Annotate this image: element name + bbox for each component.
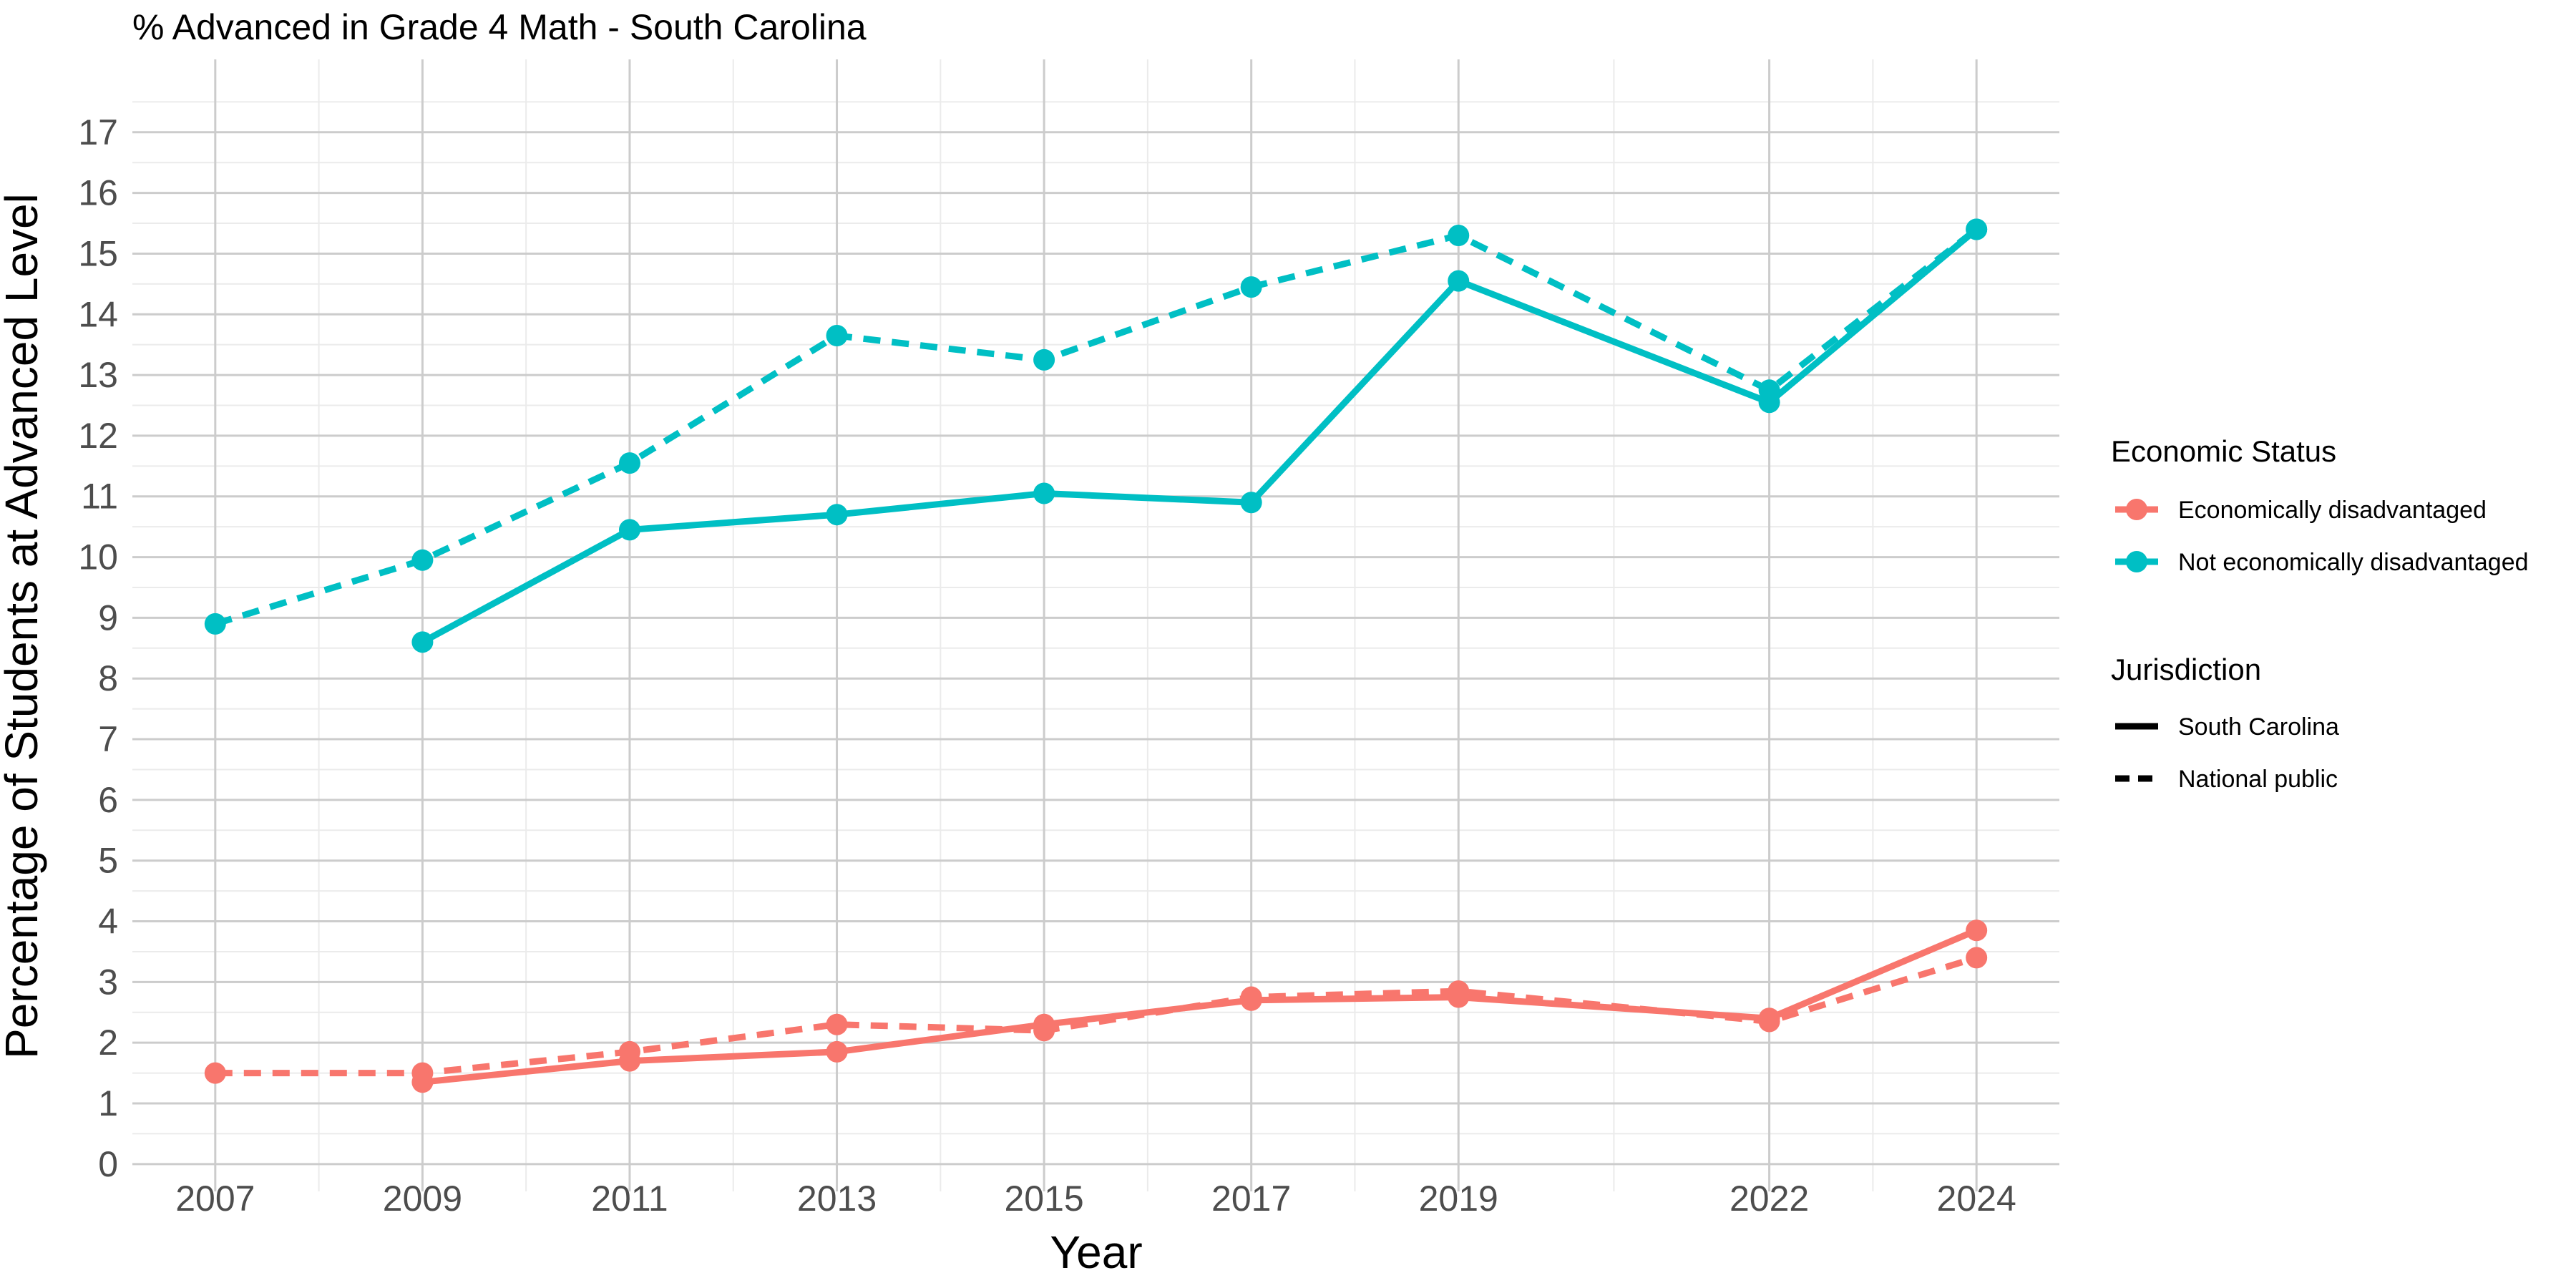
legend-linetype-label: National public xyxy=(2178,766,2338,793)
y-tick-label: 11 xyxy=(81,477,118,517)
x-axis-label: Year xyxy=(1050,1226,1142,1278)
y-tick-label: 12 xyxy=(78,416,118,456)
x-axis-tick-labels: 2007 2009 2011 2013 2015 2017 2019 2022 2024 xyxy=(175,1179,2016,1219)
major-gridlines xyxy=(132,59,2059,1191)
series-0-point xyxy=(1448,224,1470,246)
series-3-point xyxy=(618,1050,640,1072)
series-0-point xyxy=(1033,348,1055,371)
y-tick-label: 14 xyxy=(78,294,118,334)
series-1-point xyxy=(1240,492,1262,514)
legend-linetype-label: South Carolina xyxy=(2178,713,2339,741)
series-line-1 xyxy=(421,227,1979,645)
legend-key-point xyxy=(2126,499,2147,520)
series-layer xyxy=(204,218,1988,1093)
x-tick-label: 2007 xyxy=(175,1179,255,1219)
y-tick-label: 13 xyxy=(78,355,118,395)
x-tick-label: 2024 xyxy=(1937,1179,2016,1219)
x-tick-label: 2017 xyxy=(1211,1179,1291,1219)
series-2-point xyxy=(826,1013,848,1035)
legend-key-point xyxy=(2126,551,2147,572)
legend-item-label: Not economically disadvantaged xyxy=(2178,549,2529,576)
y-tick-label: 8 xyxy=(98,658,118,698)
series-3-point xyxy=(1033,1013,1055,1035)
x-tick-label: 2011 xyxy=(591,1179,668,1219)
legend-item-label: Economically disadvantaged xyxy=(2178,497,2487,524)
y-tick-label: 5 xyxy=(98,841,118,881)
y-tick-label: 0 xyxy=(98,1144,118,1184)
legend: Economic Status Economically disadvantag… xyxy=(2111,434,2529,793)
y-tick-label: 2 xyxy=(98,1023,118,1063)
series-3-point xyxy=(1448,986,1470,1008)
y-tick-label: 17 xyxy=(78,112,118,152)
series-1-point xyxy=(1966,218,1988,240)
y-tick-label: 3 xyxy=(98,962,118,1002)
series-1-point xyxy=(618,519,640,541)
minor-gridlines xyxy=(132,59,2059,1191)
y-tick-label: 4 xyxy=(98,902,118,942)
y-tick-label: 15 xyxy=(78,233,118,273)
series-2-point xyxy=(1966,947,1988,969)
legend-linetype-title: Jurisdiction xyxy=(2111,653,2261,686)
series-0-point xyxy=(204,613,226,635)
legend-color-title: Economic Status xyxy=(2111,434,2336,468)
series-0-point xyxy=(618,452,640,474)
y-tick-label: 9 xyxy=(98,597,118,638)
legend-color-items: Economically disadvantaged Not economical… xyxy=(2115,497,2529,576)
y-tick-label: 7 xyxy=(98,719,118,759)
series-0-point xyxy=(826,324,848,346)
series-line-3 xyxy=(421,927,1978,1085)
y-tick-label: 1 xyxy=(98,1083,118,1123)
x-tick-label: 2013 xyxy=(797,1179,877,1219)
series-2-point xyxy=(204,1062,226,1084)
x-tick-label: 2015 xyxy=(1004,1179,1083,1219)
series-3-point xyxy=(1966,919,1988,942)
series-3-point xyxy=(1758,1008,1780,1030)
series-3-point xyxy=(1240,989,1262,1011)
series-1-point xyxy=(826,504,848,526)
series-0-point xyxy=(411,549,434,571)
y-axis-label: Percentage of Students at Advanced Level xyxy=(0,193,47,1059)
x-tick-label: 2022 xyxy=(1729,1179,1809,1219)
chart-title: % Advanced in Grade 4 Math - South Carol… xyxy=(132,7,867,47)
series-0-point xyxy=(1240,276,1262,298)
legend-linetype-items: South Carolina National public xyxy=(2115,713,2339,793)
x-tick-label: 2019 xyxy=(1419,1179,1498,1219)
series-1-point xyxy=(411,631,434,653)
y-tick-label: 10 xyxy=(78,537,118,577)
y-tick-label: 16 xyxy=(78,173,118,213)
series-3-point xyxy=(826,1040,848,1063)
series-1-point xyxy=(1758,391,1780,414)
x-tick-label: 2009 xyxy=(383,1179,462,1219)
series-1-point xyxy=(1033,482,1055,504)
series-3-point xyxy=(411,1071,434,1093)
y-tick-label: 6 xyxy=(98,780,118,820)
series-1-point xyxy=(1448,270,1470,292)
